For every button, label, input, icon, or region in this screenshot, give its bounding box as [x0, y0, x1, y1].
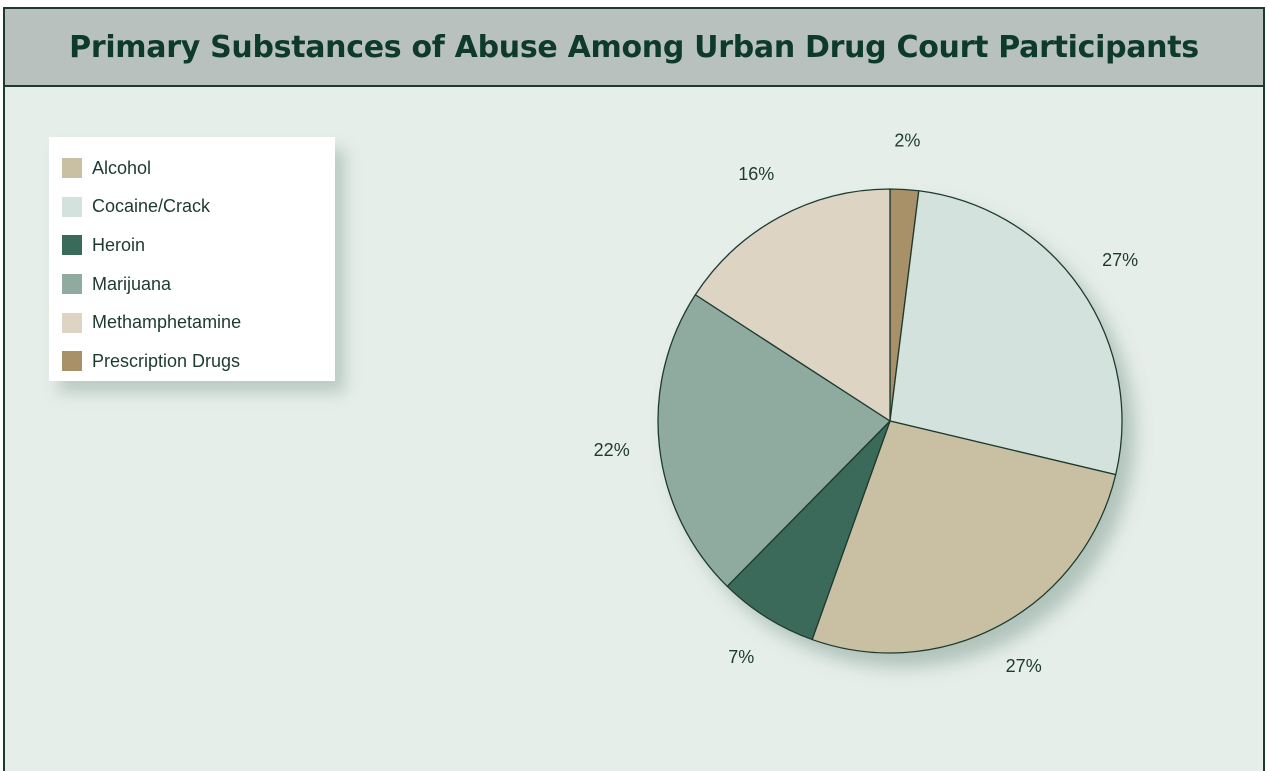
legend-item-prescription-drugs: Prescription Drugs	[62, 342, 335, 381]
legend-label: Marijuana	[92, 273, 172, 294]
pie-data-label: 27%	[1102, 250, 1138, 270]
legend-swatch	[62, 351, 82, 372]
legend-label: Cocaine/Crack	[92, 196, 211, 217]
pie-data-label: 7%	[728, 647, 754, 667]
legend-item-marijuana: Marijuana	[62, 265, 335, 304]
pie-slices	[657, 188, 1123, 654]
legend-swatch	[62, 235, 82, 256]
pie-slice-methamphetamine	[694, 188, 891, 422]
legend-label: Alcohol	[92, 157, 152, 178]
pie-data-label: 22%	[594, 440, 630, 460]
legend-swatch	[62, 158, 82, 179]
legend-item-cocaine-crack: Cocaine/Crack	[62, 188, 335, 227]
pie-slice-marijuana	[657, 294, 891, 587]
chart-title: Primary Substances of Abuse Among Urban …	[69, 29, 1199, 65]
pie-data-label: 16%	[738, 164, 774, 184]
legend-label: Methamphetamine	[92, 312, 242, 333]
legend-label: Heroin	[92, 234, 146, 255]
legend-swatch	[62, 274, 82, 295]
pie-slice-alcohol	[811, 420, 1117, 654]
legend-item-heroin: Heroin	[62, 226, 335, 265]
pie-data-label: 2%	[894, 130, 920, 150]
legend-item-alcohol: Alcohol	[62, 149, 335, 188]
pie-data-label: 27%	[1006, 656, 1042, 676]
pie-labels: 2% 27% 27% 7% 22% 16%	[594, 130, 1138, 676]
title-bar: Primary Substances of Abuse Among Urban …	[5, 9, 1263, 87]
legend-label: Prescription Drugs	[92, 350, 241, 371]
pie-slice-cocaine-crack	[889, 190, 1123, 476]
legend: Alcohol Cocaine/Crack Heroin Marijuana M…	[49, 137, 335, 381]
legend-swatch	[62, 196, 82, 217]
legend-item-methamphetamine: Methamphetamine	[62, 303, 335, 342]
legend-swatch	[62, 312, 82, 333]
